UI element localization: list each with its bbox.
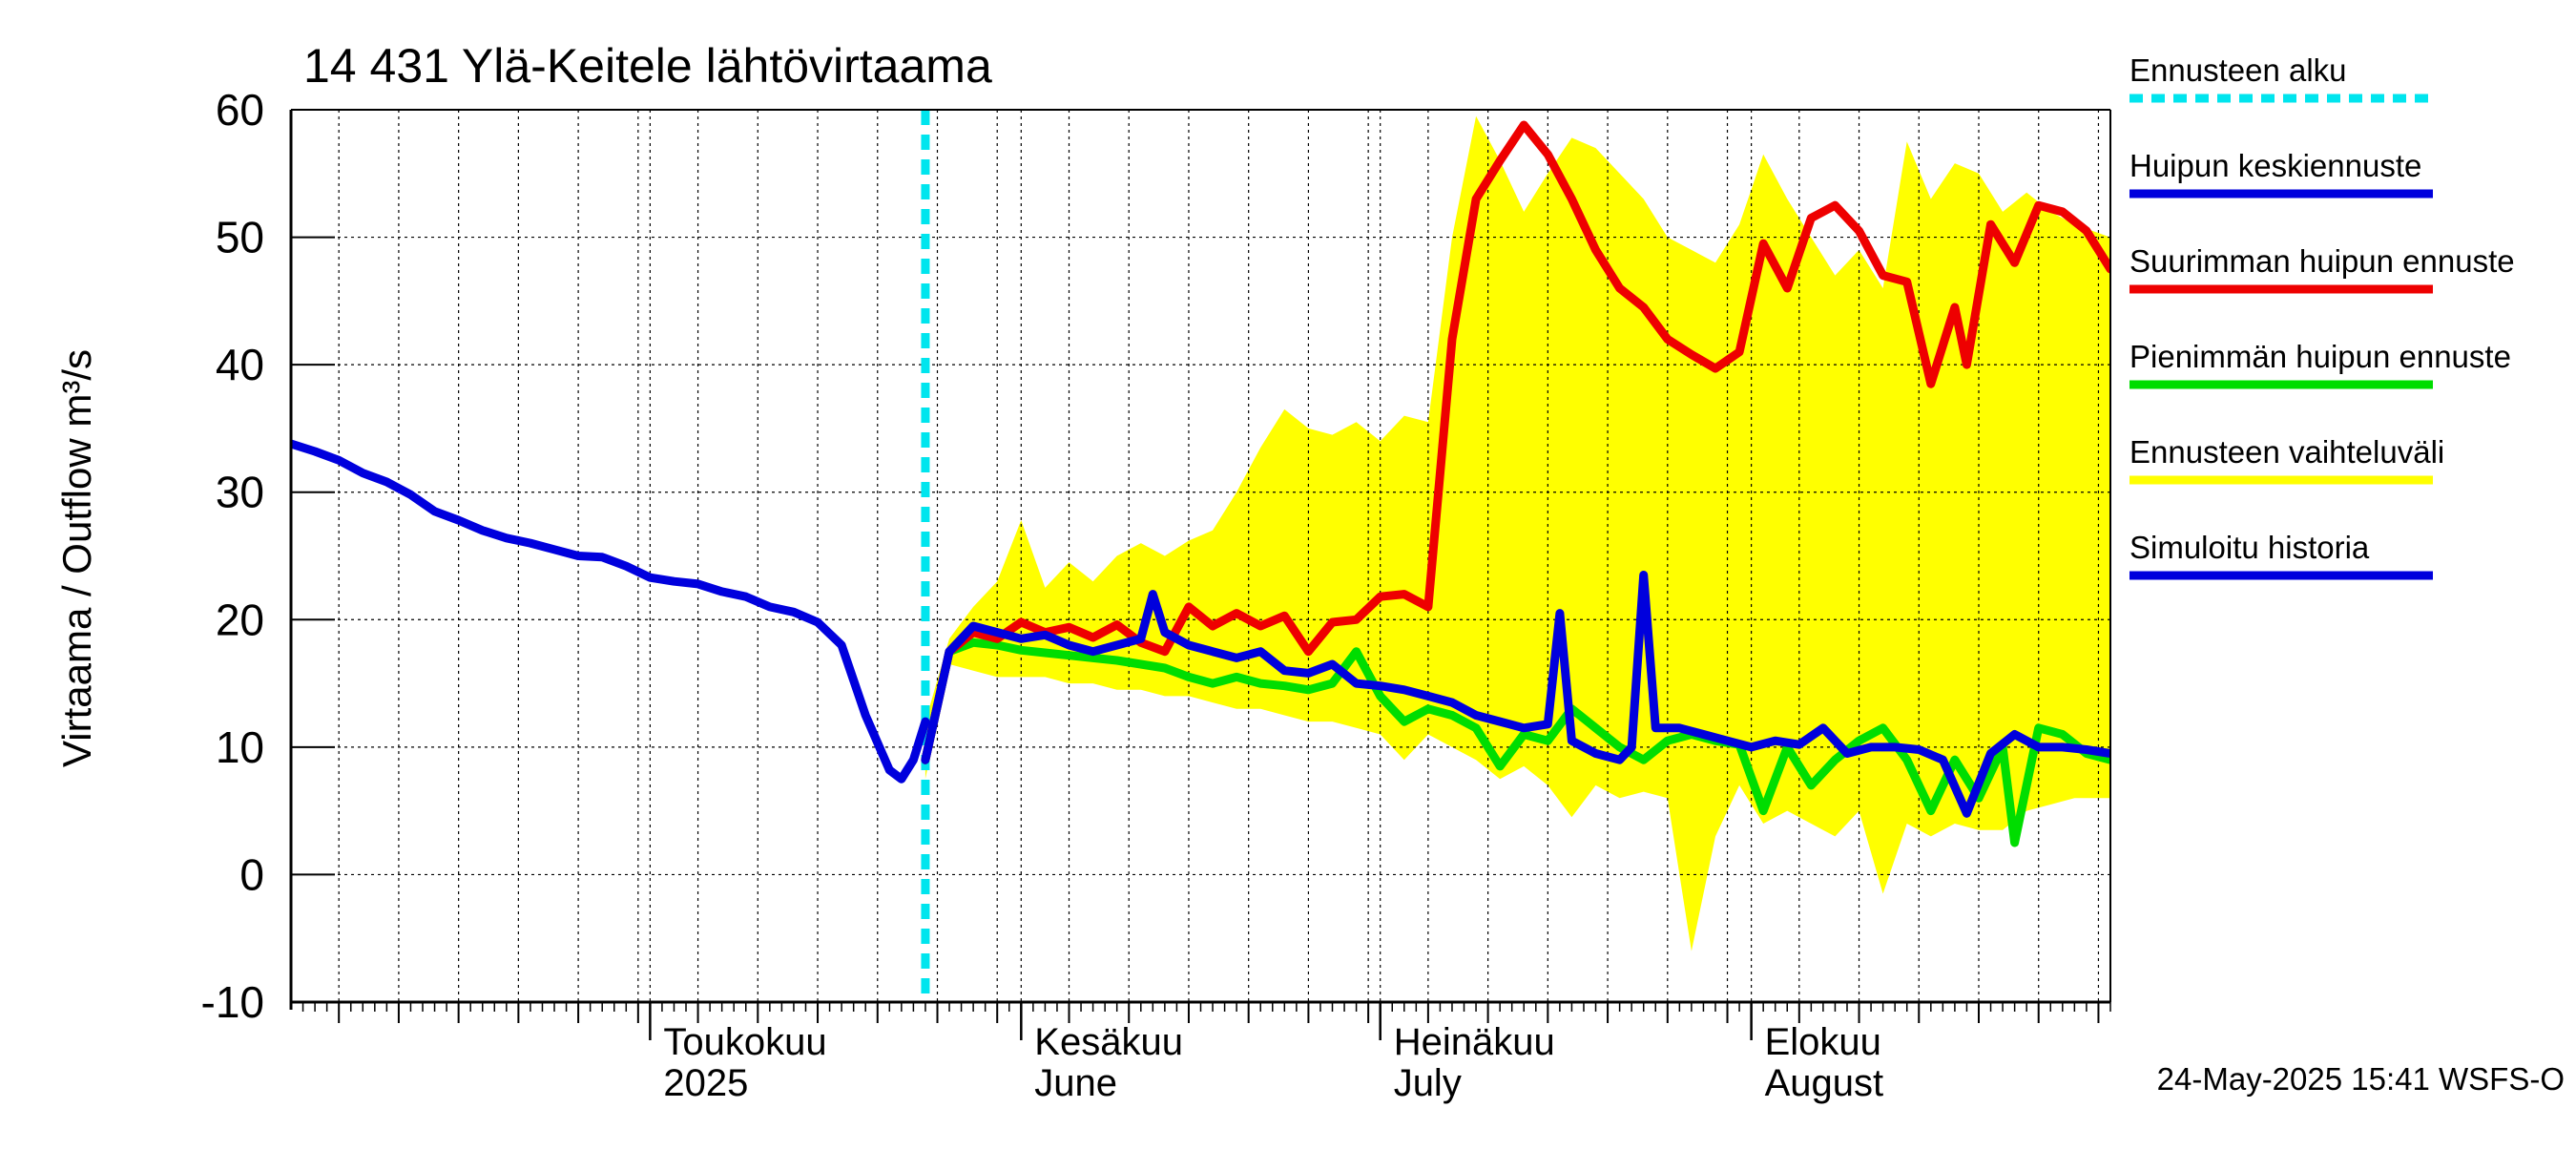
max-peak-forecast-line (921, 120, 2110, 764)
y-tick-label: 50 (216, 213, 264, 262)
legend-label: Ennusteen alku (2129, 52, 2347, 88)
month-sublabel: August (1765, 1062, 1884, 1104)
simulated-history-line (291, 439, 930, 784)
min-peak-forecast-line (921, 638, 2110, 847)
legend-label: Simuloitu historia (2129, 530, 2370, 565)
y-tick-label: 10 (216, 722, 264, 772)
y-tick-label: 20 (216, 595, 264, 644)
y-tick-label: -10 (201, 977, 264, 1027)
footer-timestamp: 24-May-2025 15:41 WSFS-O (2157, 1061, 2565, 1097)
month-label: Toukokuu (663, 1021, 826, 1063)
legend-label: Huipun keskiennuste (2129, 148, 2421, 183)
month-label: Heinäkuu (1394, 1021, 1555, 1063)
chart-title: 14 431 Ylä-Keitele lähtövirtaama (303, 39, 992, 93)
legend-label: Ennusteen vaihteluväli (2129, 434, 2444, 470)
month-sublabel: July (1394, 1062, 1462, 1104)
y-tick-label: 30 (216, 468, 264, 517)
month-label: Kesäkuu (1034, 1021, 1183, 1063)
legend-label: Suurimman huipun ennuste (2129, 243, 2515, 279)
legend: Ennusteen alku Huipun keskiennuste Suurimm… (2129, 52, 2515, 580)
month-sublabel: June (1034, 1062, 1117, 1104)
y-axis-label: Virtaama / Outflow m³/s (54, 349, 99, 767)
month-label: Elokuu (1765, 1021, 1881, 1063)
month-sublabel: 2025 (663, 1062, 748, 1104)
y-tick-label: 0 (239, 849, 264, 899)
y-tick-label: 60 (216, 85, 264, 135)
y-tick-label: 40 (216, 340, 264, 389)
legend-label: Pienimmän huipun ennuste (2129, 339, 2511, 374)
forecast-range-band (924, 115, 2110, 951)
mean-peak-forecast-line (921, 571, 2110, 818)
